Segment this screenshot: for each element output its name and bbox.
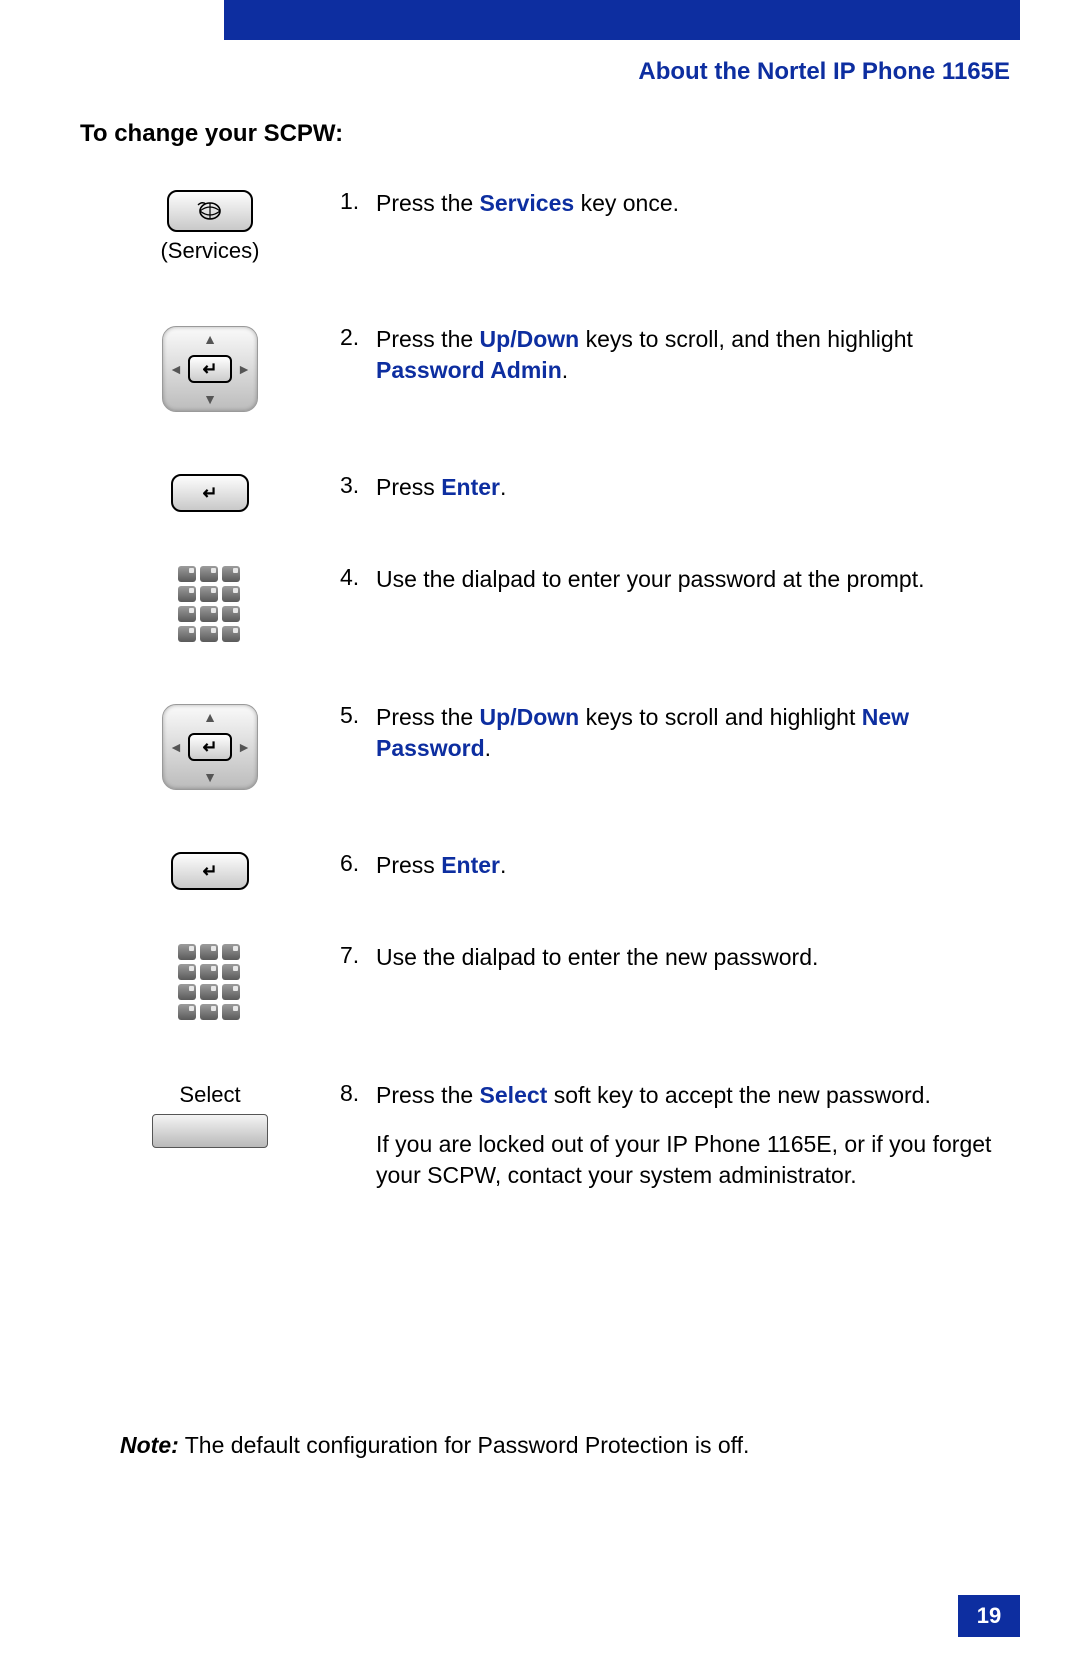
step-number: 6. xyxy=(340,850,376,881)
step-text: Press the Select soft key to accept the … xyxy=(376,1080,1000,1191)
globe-icon xyxy=(196,199,224,223)
nav-pad-icon: ▲▼ ◄► ↵ xyxy=(162,704,258,790)
step-icon-col: (Services) xyxy=(80,188,340,264)
step-icon-col xyxy=(80,942,340,1020)
step-number: 7. xyxy=(340,942,376,973)
document-page: About the Nortel IP Phone 1165E To chang… xyxy=(0,0,1080,1669)
select-softkey-label: Select xyxy=(179,1082,240,1108)
step-text: Press the Up/Down keys to scroll and hig… xyxy=(376,702,1000,764)
step-number: 3. xyxy=(340,472,376,503)
step-icon-col: ▲▼ ◄► ↵ xyxy=(80,324,340,412)
step-number: 5. xyxy=(340,702,376,764)
step-icon-col: ▲▼ ◄► ↵ xyxy=(80,702,340,790)
step-row: 4. Use the dialpad to enter your passwor… xyxy=(80,564,1000,642)
step-text: Press the Services key once. xyxy=(376,188,1000,219)
step-number: 2. xyxy=(340,324,376,386)
services-key-label: (Services) xyxy=(160,238,259,264)
note-label: Note: xyxy=(120,1432,179,1458)
dialpad-icon xyxy=(178,944,242,1020)
note-line: Note: The default configuration for Pass… xyxy=(120,1432,980,1459)
step-text: Press Enter. xyxy=(376,472,1000,503)
dialpad-icon xyxy=(178,566,242,642)
step-row: ↵ 3. Press Enter. xyxy=(80,472,1000,512)
step-row: ↵ 6. Press Enter. xyxy=(80,850,1000,890)
step-icon-col xyxy=(80,564,340,642)
enter-key-icon: ↵ xyxy=(171,474,249,512)
step-icon-col: ↵ xyxy=(80,472,340,512)
services-key-icon xyxy=(167,190,253,232)
step-icon-col: ↵ xyxy=(80,850,340,890)
section-title: To change your SCPW: xyxy=(80,120,343,148)
nav-pad-icon: ▲▼ ◄► ↵ xyxy=(162,326,258,412)
running-header-title: About the Nortel IP Phone 1165E xyxy=(638,58,1010,86)
softkey-button-icon xyxy=(152,1114,268,1148)
step-text: Press the Up/Down keys to scroll, and th… xyxy=(376,324,1000,386)
select-softkey-icon: Select xyxy=(152,1082,268,1148)
step-row: 7. Use the dialpad to enter the new pass… xyxy=(80,942,1000,1020)
step-text: Use the dialpad to enter the new passwor… xyxy=(376,942,1000,973)
note-text: The default configuration for Password P… xyxy=(179,1432,750,1458)
step-number: 8. xyxy=(340,1080,376,1191)
top-blue-bar xyxy=(224,0,1020,40)
step-icon-col: Select xyxy=(80,1080,340,1148)
step-number: 1. xyxy=(340,188,376,219)
step-text: Use the dialpad to enter your password a… xyxy=(376,564,1000,595)
enter-key-icon: ↵ xyxy=(171,852,249,890)
step-number: 4. xyxy=(340,564,376,595)
page-number: 19 xyxy=(958,1595,1020,1637)
step-row: Select 8. Press the Select soft key to a… xyxy=(80,1080,1000,1191)
steps-list: (Services) 1. Press the Services key onc… xyxy=(80,188,1000,1251)
step-text: Press Enter. xyxy=(376,850,1000,881)
step-row: ▲▼ ◄► ↵ 5. Press the Up/Down keys to scr… xyxy=(80,702,1000,790)
step-row: (Services) 1. Press the Services key onc… xyxy=(80,188,1000,264)
step-row: ▲▼ ◄► ↵ 2. Press the Up/Down keys to scr… xyxy=(80,324,1000,412)
